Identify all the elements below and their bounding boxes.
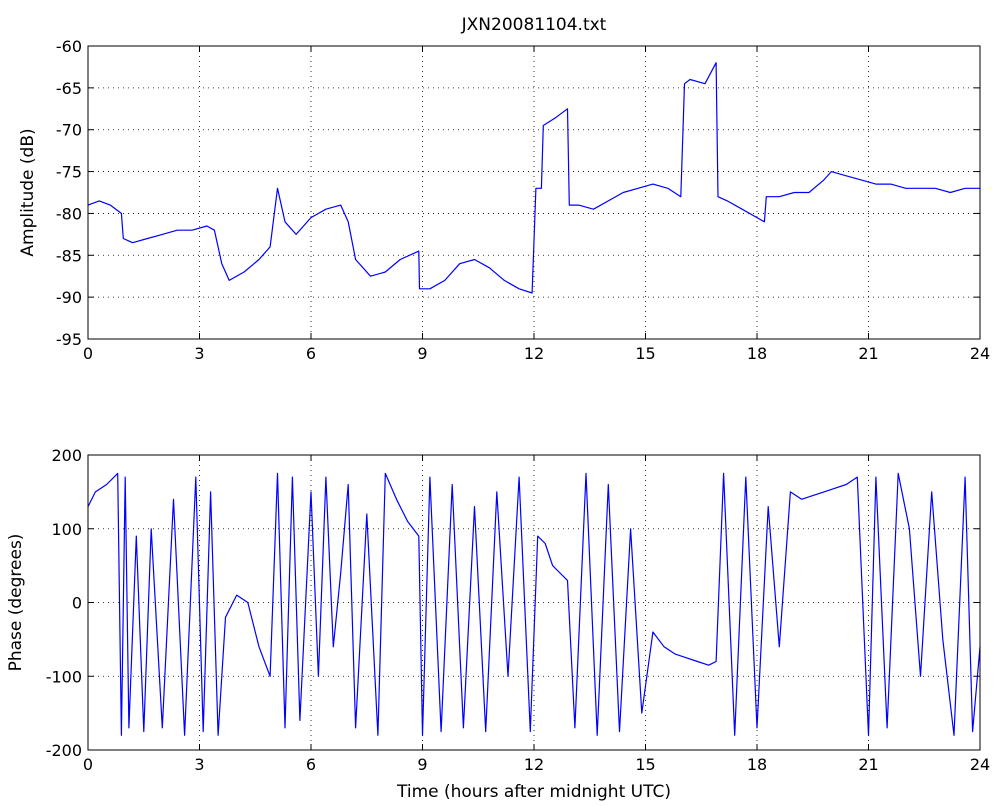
amplitude-ytick-label-6: -65 — [56, 79, 82, 98]
phase-xtick-label-2: 6 — [306, 755, 316, 774]
phase-x-axis-label: Time (hours after midnight UTC) — [396, 782, 671, 802]
amplitude-xtick-label-4: 12 — [524, 344, 544, 363]
phase-xtick-label-0: 0 — [83, 755, 93, 774]
amplitude-panel: 0 3 6 9 12 15 18 21 24 -95 -90 -85 -80 -75 -70 -65 -60 JX… — [18, 15, 990, 363]
amplitude-xtick-label-0: 0 — [83, 344, 93, 363]
phase-xtick-label-8: 24 — [970, 755, 990, 774]
phase-xtick-label-3: 9 — [417, 755, 427, 774]
amplitude-xtick-label-7: 21 — [858, 344, 878, 363]
phase-ytick-label-0: -200 — [46, 741, 82, 760]
phase-panel: 0 3 6 9 12 15 18 21 24 -200 -100 0 100 200 Phase (degr… — [6, 446, 990, 802]
phase-xtick-label-5: 15 — [635, 755, 655, 774]
phase-xtick-label-4: 12 — [524, 755, 544, 774]
amplitude-ytick-label-3: -80 — [56, 204, 82, 223]
phase-axes-frame — [87, 454, 981, 751]
phase-ytick-label-3: 100 — [51, 520, 82, 539]
phase-ytick-label-1: -100 — [46, 667, 82, 686]
amplitude-ytick-label-0: -95 — [56, 330, 82, 349]
amplitude-xtick-label-2: 6 — [306, 344, 316, 363]
phase-xtick-label-7: 21 — [858, 755, 878, 774]
amplitude-xtick-label-3: 9 — [417, 344, 427, 363]
amplitude-ytick-label-5: -70 — [56, 121, 82, 140]
amplitude-xtick-label-8: 24 — [970, 344, 990, 363]
amplitude-xtick-label-1: 3 — [194, 344, 204, 363]
phase-ytick-label-2: 0 — [72, 594, 82, 613]
amplitude-chart-title: JXN20081104.txt — [461, 15, 607, 35]
amplitude-ytick-label-7: -60 — [56, 37, 82, 56]
amplitude-ytick-label-4: -75 — [56, 163, 82, 182]
amplitude-series-line-0 — [87, 62, 980, 294]
phase-xtick-label-1: 3 — [194, 755, 204, 774]
phase-y-axis-label: Phase (degrees) — [6, 534, 26, 672]
phase-ytick-label-4: 200 — [51, 446, 82, 465]
amplitude-ytick-label-1: -90 — [56, 288, 82, 307]
amplitude-axes-frame — [87, 45, 981, 340]
phase-xtick-label-6: 18 — [747, 755, 767, 774]
amplitude-y-axis-label: Amplitude (dB) — [18, 128, 38, 256]
amplitude-xtick-label-6: 18 — [747, 344, 767, 363]
amplitude-ytick-label-2: -85 — [56, 246, 82, 265]
phase-series-line-0 — [87, 472, 981, 736]
amplitude-xtick-label-5: 15 — [635, 344, 655, 363]
